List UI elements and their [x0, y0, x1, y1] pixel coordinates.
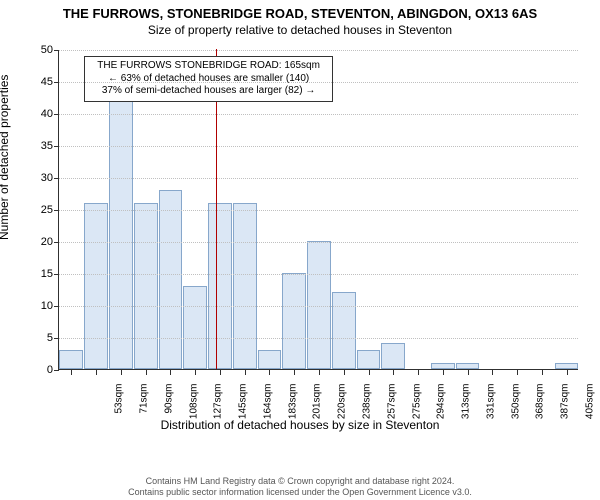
- y-tick-label: 30: [25, 172, 59, 184]
- y-tick-label: 0: [25, 364, 59, 376]
- y-tick-label: 5: [25, 332, 59, 344]
- y-tick-label: 25: [25, 204, 59, 216]
- y-tick-label: 35: [25, 140, 59, 152]
- x-tick: [418, 369, 419, 375]
- gridline: [59, 274, 578, 275]
- histogram-bar: [258, 350, 282, 369]
- histogram-bar: [59, 350, 83, 369]
- x-tick: [294, 369, 295, 375]
- plot-area: THE FURROWS STONEBRIDGE ROAD: 165sqm ← 6…: [58, 50, 578, 370]
- x-tick: [517, 369, 518, 375]
- x-tick: [344, 369, 345, 375]
- callout-line-3: 37% of semi-detached houses are larger (…: [90, 85, 328, 98]
- x-tick: [443, 369, 444, 375]
- callout-line-2: ← 63% of detached houses are smaller (14…: [90, 73, 328, 86]
- histogram-bar: [159, 190, 183, 369]
- x-tick: [319, 369, 320, 375]
- attribution-line-2: Contains public sector information licen…: [0, 487, 600, 498]
- gridline: [59, 114, 578, 115]
- histogram-bar: [183, 286, 207, 369]
- x-tick: [245, 369, 246, 375]
- y-tick-label: 40: [25, 108, 59, 120]
- x-tick: [170, 369, 171, 375]
- chart-subtitle: Size of property relative to detached ho…: [0, 21, 600, 37]
- gridline: [59, 242, 578, 243]
- x-tick: [393, 369, 394, 375]
- gridline: [59, 82, 578, 83]
- callout-line-1: THE FURROWS STONEBRIDGE ROAD: 165sqm: [90, 60, 328, 73]
- x-tick: [492, 369, 493, 375]
- x-tick: [146, 369, 147, 375]
- x-tick: [220, 369, 221, 375]
- x-tick: [369, 369, 370, 375]
- attribution-line-1: Contains HM Land Registry data © Crown c…: [0, 476, 600, 487]
- x-tick: [195, 369, 196, 375]
- x-axis-label: Distribution of detached houses by size …: [0, 418, 600, 432]
- histogram-bar: [282, 273, 306, 369]
- histogram-bar: [109, 81, 133, 369]
- gridline: [59, 146, 578, 147]
- x-tick: [542, 369, 543, 375]
- histogram-bar: [208, 203, 232, 369]
- y-tick-label: 45: [25, 76, 59, 88]
- y-tick-label: 10: [25, 300, 59, 312]
- gridline: [59, 210, 578, 211]
- histogram-bar: [332, 292, 356, 369]
- callout-box: THE FURROWS STONEBRIDGE ROAD: 165sqm ← 6…: [84, 56, 334, 102]
- x-tick: [468, 369, 469, 375]
- gridline: [59, 338, 578, 339]
- x-tick: [269, 369, 270, 375]
- y-axis-label: Number of detached properties: [0, 75, 11, 240]
- histogram-bar: [84, 203, 108, 369]
- x-tick: [121, 369, 122, 375]
- gridline: [59, 306, 578, 307]
- y-tick-label: 50: [25, 44, 59, 56]
- x-tick: [71, 369, 72, 375]
- x-tick: [96, 369, 97, 375]
- histogram-bar: [357, 350, 381, 369]
- y-tick-label: 15: [25, 268, 59, 280]
- chart-container: Number of detached properties THE FURROW…: [0, 40, 600, 440]
- gridline: [59, 178, 578, 179]
- attribution-text: Contains HM Land Registry data © Crown c…: [0, 476, 600, 499]
- histogram-bar: [233, 203, 257, 369]
- y-tick-label: 20: [25, 236, 59, 248]
- histogram-bar: [134, 203, 158, 369]
- x-tick: [567, 369, 568, 375]
- page-title: THE FURROWS, STONEBRIDGE ROAD, STEVENTON…: [0, 0, 600, 21]
- gridline: [59, 50, 578, 51]
- histogram-bar: [381, 343, 405, 369]
- histogram-bar: [307, 241, 331, 369]
